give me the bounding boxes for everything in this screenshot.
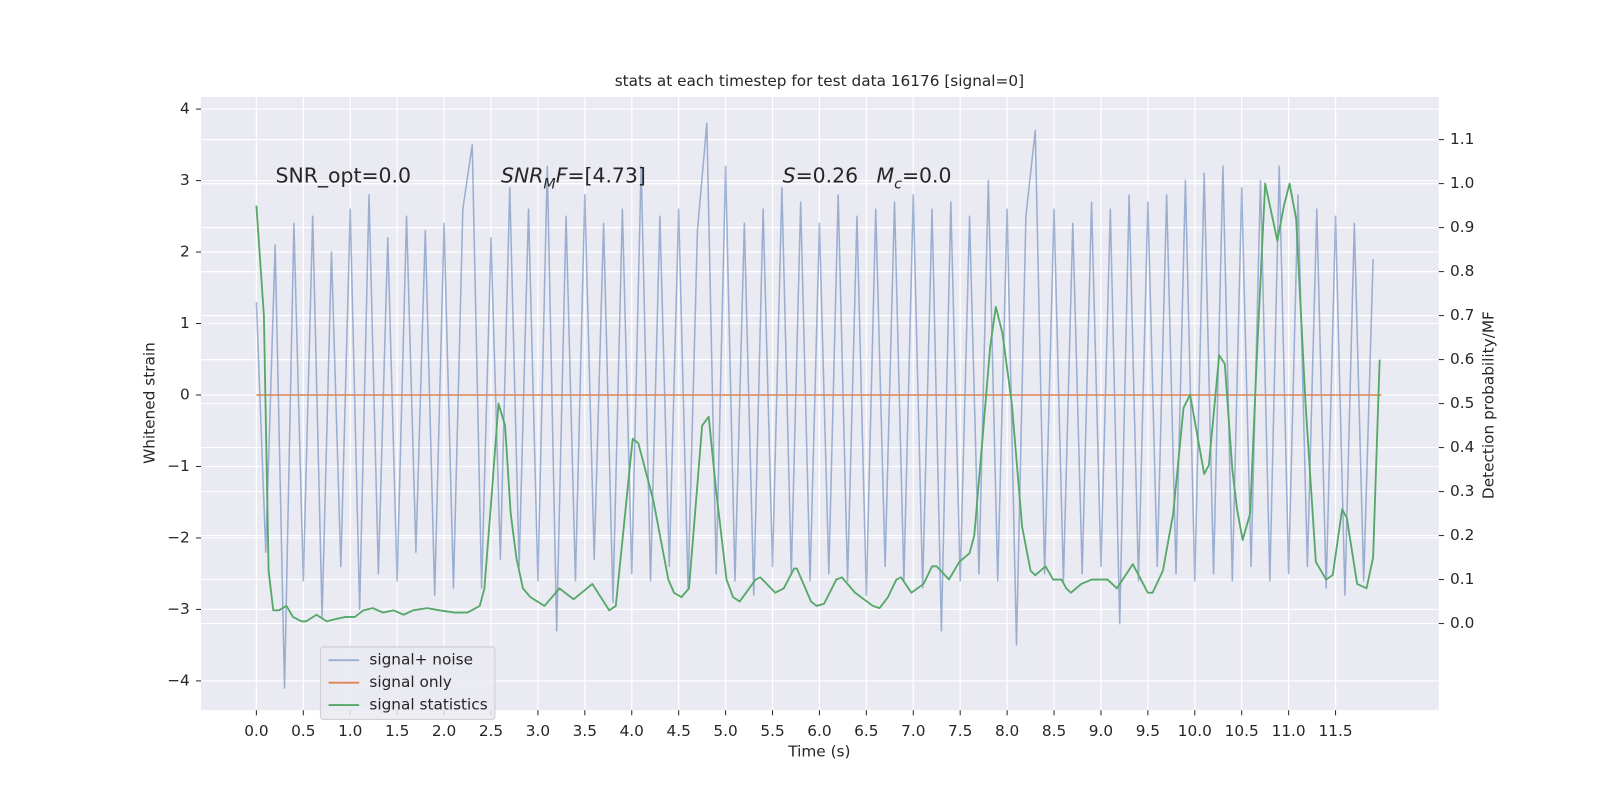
x-tick-label: 2.0: [432, 722, 456, 740]
y2-tick-label: 0.4: [1450, 438, 1474, 456]
x-tick-label: 4.5: [667, 722, 691, 740]
y-tick-label: −3: [167, 600, 190, 618]
x-tick-label: 1.5: [385, 722, 409, 740]
x-tick-label: 5.0: [713, 722, 737, 740]
x-tick-label: 4.0: [620, 722, 644, 740]
legend: signal+ noise signal only signal statistic…: [319, 646, 496, 720]
legend-label: signal+ noise: [369, 651, 473, 669]
x-tick-label: 8.5: [1042, 722, 1066, 740]
y2-tick-label: 0.3: [1450, 482, 1474, 500]
y2-tick-label: 0.2: [1450, 526, 1474, 544]
x-tick-label: 0.5: [291, 722, 315, 740]
y-tick-label: 2: [180, 243, 190, 261]
y-tick-label: 0: [180, 385, 190, 403]
x-tick-label: 10.5: [1225, 722, 1259, 740]
y-tick-label: −1: [167, 457, 190, 475]
x-tick-label: 3.5: [573, 722, 597, 740]
x-tick-label: 7.0: [901, 722, 925, 740]
x-tick-label: 5.5: [760, 722, 784, 740]
x-tick-label: 9.5: [1136, 722, 1160, 740]
annotation-part: =[4.73]: [567, 164, 645, 188]
x-tick-label: 6.0: [807, 722, 831, 740]
y-tick-label: 1: [180, 314, 190, 332]
y2-tick-label: 0.6: [1450, 350, 1474, 368]
annotation-part: S: [783, 164, 796, 188]
x-tick-label: 6.5: [854, 722, 878, 740]
y2-tick-label: 0.7: [1450, 306, 1474, 324]
annotation-part: F: [556, 164, 568, 188]
y2-tick-label: 0.0: [1450, 614, 1474, 632]
y-tick-label: −4: [167, 671, 190, 689]
annotation: S=0.26: [783, 164, 858, 188]
legend-label: signal statistics: [369, 696, 487, 714]
x-tick-label: 10.0: [1178, 722, 1212, 740]
chart-title: stats at each timestep for test data 161…: [615, 72, 1024, 90]
annotation: Mc=0.0: [877, 164, 952, 193]
x-tick-label: 11.5: [1319, 722, 1353, 740]
marks: [255, 122, 1382, 689]
y2-tick-label: 0.8: [1450, 262, 1474, 280]
legend-label: signal only: [369, 673, 451, 691]
annotation-part: =0.0: [902, 164, 952, 188]
x-axis-label: Time (s): [787, 743, 850, 761]
y-tick-label: 4: [180, 100, 190, 118]
y-tick-label: −2: [167, 528, 190, 546]
annotation-part: SNR_opt=0.0: [276, 164, 412, 189]
legend-box: [319, 646, 496, 720]
y-axis-label: Whitened strain: [141, 342, 159, 464]
x-tick-label: 7.5: [948, 722, 972, 740]
x-tick-label: 11.0: [1272, 722, 1306, 740]
annotation-part: M: [543, 177, 555, 193]
y2-axis-label: Detection probability/MF: [1479, 311, 1497, 499]
y2-tick-label: 0.9: [1450, 218, 1474, 236]
annotation-part: M: [877, 164, 895, 188]
x-tick-label: 0.0: [244, 722, 268, 740]
x-tick-label: 3.0: [526, 722, 550, 740]
annotation: SNR_opt=0.0: [276, 164, 412, 189]
y2-tick-label: 1.0: [1450, 174, 1474, 192]
series-line: [255, 122, 1374, 689]
y2-tick-label: 0.1: [1450, 570, 1474, 588]
annotation-part: SNR: [501, 164, 543, 188]
series-line: [255, 182, 1381, 623]
annotation: SNRMF=[4.73]: [501, 164, 646, 193]
x-tick-label: 8.0: [995, 722, 1019, 740]
annotation-part: =0.26: [796, 164, 859, 188]
y2-tick-label: 0.5: [1450, 394, 1474, 412]
x-tick-label: 1.0: [338, 722, 362, 740]
y-tick-label: 3: [180, 171, 190, 189]
x-tick-label: 2.5: [479, 722, 503, 740]
x-tick-label: 9.0: [1089, 722, 1113, 740]
y2-tick-label: 1.1: [1450, 130, 1474, 148]
labels: 0.0 0.5 1.0 1.5 2.0 2.5 3.0 3.5 4.0 4.5 5.0 5.5 6.0 6…: [167, 100, 1474, 741]
annotation-part: c: [894, 177, 902, 193]
